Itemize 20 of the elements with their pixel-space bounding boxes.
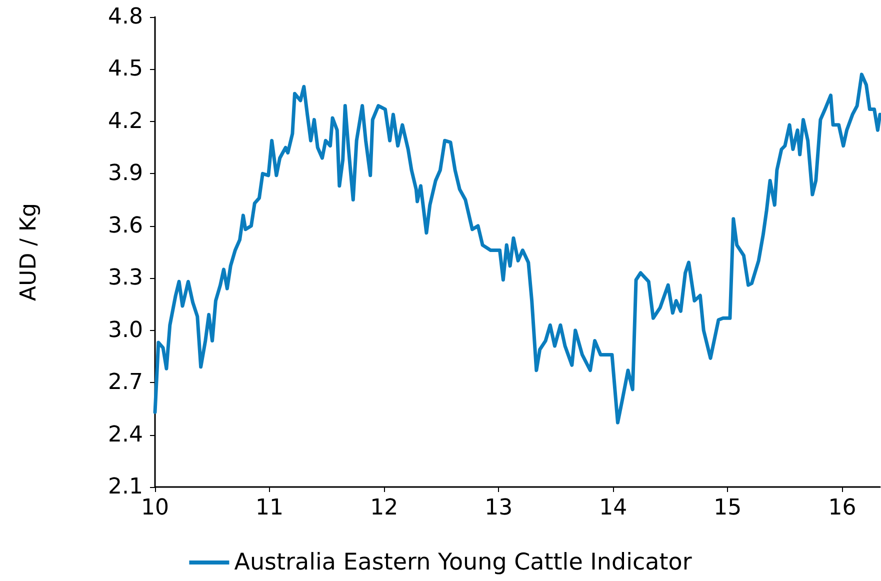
y-tick-label: 3.9 [108, 161, 143, 186]
x-tick-label: 15 [714, 496, 742, 520]
y-tick-label: 4.5 [108, 56, 143, 82]
x-tick-label: 11 [256, 496, 284, 520]
y-tick-label: 2.7 [108, 370, 143, 396]
y-tick-label: 4.8 [108, 4, 143, 30]
x-tick-label: 12 [370, 496, 398, 520]
y-axis-title: AUD / Kg [16, 203, 42, 301]
x-tick-label: 13 [484, 496, 513, 520]
x-tick-label: 14 [599, 496, 628, 520]
x-tick-label: 16 [828, 496, 856, 520]
line-series [153, 72, 881, 424]
y-tick-label: 3.3 [108, 266, 143, 291]
y-tick-label: 2.1 [108, 474, 143, 500]
legend-label: Australia Eastern Young Cattle Indicator [234, 550, 692, 576]
y-tick-label: 2.4 [108, 422, 143, 448]
x-tick-label: 10 [141, 496, 169, 520]
y-tick-label: 3.6 [108, 213, 143, 238]
y-tick-label: 3.0 [108, 318, 143, 343]
y-tick-label: 4.2 [108, 108, 143, 134]
